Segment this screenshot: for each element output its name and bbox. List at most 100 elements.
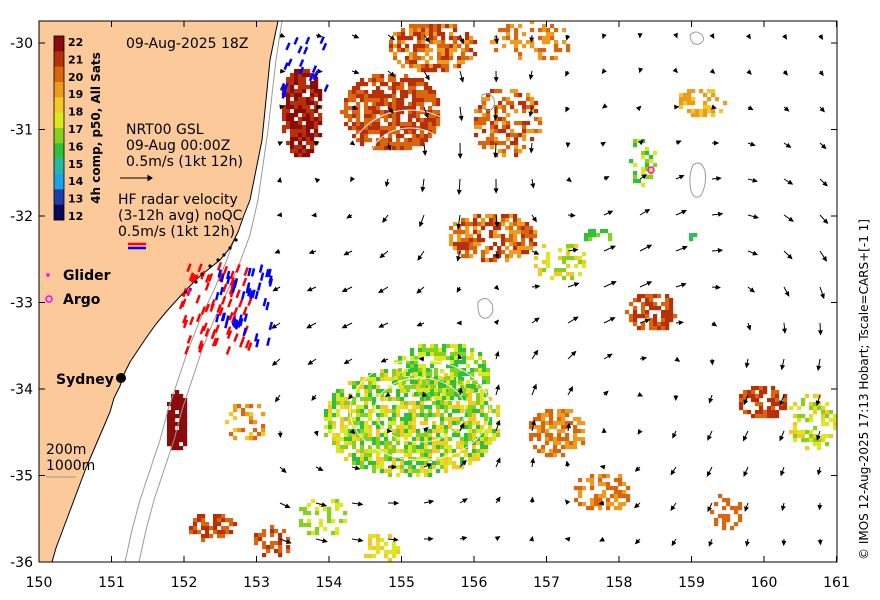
sst-pixel <box>364 401 369 406</box>
sst-pixel <box>409 24 414 29</box>
hf-blue-vector <box>242 327 247 337</box>
sst-pixel <box>424 98 429 103</box>
sst-pixel <box>167 402 172 407</box>
sst-pixel <box>352 445 357 450</box>
sst-pixel <box>175 442 180 447</box>
sst-pixel <box>388 473 393 478</box>
hf-red-vector <box>198 344 204 353</box>
hf-blue-vector <box>283 62 289 71</box>
sst-pixel <box>311 499 316 504</box>
sst-pixel <box>420 457 425 462</box>
sst-pixel <box>533 425 538 430</box>
sst-pixel <box>368 130 373 135</box>
sst-pixel <box>314 133 319 138</box>
sst-pixel <box>388 449 393 454</box>
sst-pixel <box>449 52 454 57</box>
sst-pixel <box>392 429 397 434</box>
sst-pixel <box>557 429 562 434</box>
sst-pixel <box>400 429 405 434</box>
sst-pixel <box>396 146 401 151</box>
sst-pixel <box>434 376 439 381</box>
sst-pixel <box>394 380 399 385</box>
hf-blue-vector <box>245 282 251 291</box>
sst-pixel <box>436 413 441 418</box>
sst-pixel <box>453 36 458 41</box>
current-arrow <box>494 536 501 542</box>
glider-point <box>222 253 226 257</box>
sst-pixel <box>614 494 619 499</box>
sst-pixel <box>474 388 479 393</box>
sst-pixel <box>577 421 582 426</box>
sst-pixel <box>372 102 377 107</box>
sst-pixel <box>428 90 433 95</box>
sst-pixel <box>444 409 449 414</box>
sst-pixel <box>332 437 337 442</box>
current-arrow <box>315 466 324 471</box>
sst-pixel <box>306 113 311 118</box>
sst-pixel <box>352 86 357 91</box>
sst-pixel <box>336 397 341 402</box>
sst-pixel <box>707 109 712 114</box>
sst-pixel <box>481 218 486 223</box>
sst-pixel <box>476 409 481 414</box>
hf-blue-vector <box>268 278 274 287</box>
sst-pixel <box>261 428 266 433</box>
sst-pixel <box>245 404 250 409</box>
sst-pixel <box>286 93 291 98</box>
sst-pixel <box>653 294 658 299</box>
sst-pixel <box>352 417 357 422</box>
current-arrow <box>567 386 574 396</box>
current-arrow <box>817 322 823 336</box>
sst-pixel <box>626 486 631 491</box>
sst-pixel <box>457 246 462 251</box>
hf-blue-vector <box>238 314 243 324</box>
sst-pixel <box>477 222 482 227</box>
sst-pixel <box>344 405 349 410</box>
sst-pixel <box>505 218 510 223</box>
sst-pixel <box>424 134 429 139</box>
sst-pixel <box>751 398 756 403</box>
sst-pixel <box>396 397 401 402</box>
current-arrow <box>603 245 616 252</box>
sst-pixel <box>368 457 373 462</box>
sst-pixel <box>526 129 531 134</box>
sst-pixel <box>424 445 429 450</box>
sst-pixel <box>626 498 631 503</box>
sst-pixel <box>549 413 554 418</box>
sst-pixel <box>286 537 291 542</box>
sst-pixel <box>703 105 708 110</box>
sst-pixel <box>440 457 445 462</box>
current-arrow <box>279 104 285 110</box>
sst-pixel <box>440 425 445 430</box>
sst-pixel <box>364 138 369 143</box>
sst-pixel <box>364 377 369 382</box>
sst-pixel <box>789 406 794 411</box>
current-arrow <box>493 106 499 121</box>
sydney-label: Sydney <box>56 372 114 388</box>
sst-pixel <box>397 48 402 53</box>
sst-pixel <box>436 405 441 410</box>
sst-pixel <box>468 425 473 430</box>
sst-pixel <box>233 436 238 441</box>
sst-pixel <box>825 402 830 407</box>
sst-pixel <box>488 429 493 434</box>
sst-pixel <box>461 222 466 227</box>
plot-frame <box>38 20 838 563</box>
current-arrow <box>494 34 500 45</box>
sst-pixel <box>614 490 619 495</box>
sst-pixel <box>314 125 319 130</box>
sst-pixel <box>424 461 429 466</box>
hf-red-vector <box>181 298 187 308</box>
sst-pixel <box>384 389 389 394</box>
sst-pixel <box>633 298 638 303</box>
sst-pixel <box>420 138 425 143</box>
sst-pixel <box>388 469 393 474</box>
sst-pixel <box>486 372 491 377</box>
sst-pixel <box>566 48 571 53</box>
sst-pixel <box>522 109 527 114</box>
current-arrow <box>780 466 785 477</box>
sst-pixel <box>755 386 760 391</box>
sst-pixel <box>368 445 373 450</box>
sst-pixel <box>420 78 425 83</box>
sst-pixel <box>412 469 417 474</box>
